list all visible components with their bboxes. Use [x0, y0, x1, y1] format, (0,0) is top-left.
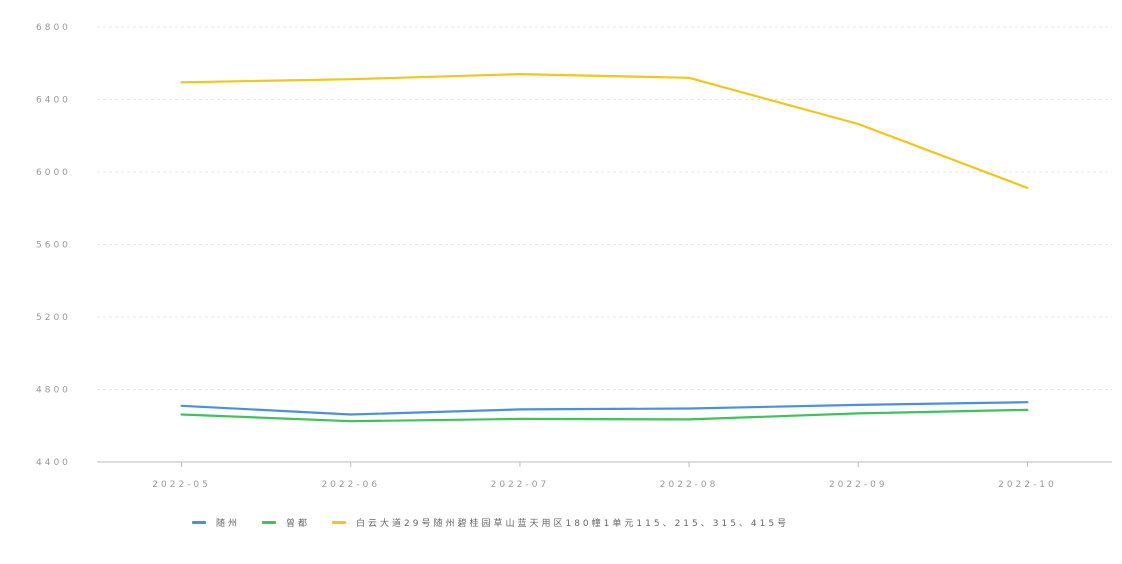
- series-line[interactable]: [180, 72, 1029, 189]
- y-tick-label: 6800: [36, 23, 71, 33]
- y-tick-label: 6400: [36, 96, 71, 106]
- x-tick-label: 2022-08: [660, 480, 719, 490]
- x-tick-label: 2022-07: [491, 480, 550, 490]
- x-tick-label: 2022-06: [321, 480, 380, 490]
- legend-swatch: [192, 521, 206, 524]
- y-tick-label: 4800: [36, 386, 71, 396]
- x-tick-label: 2022-10: [998, 480, 1057, 490]
- legend-swatch: [262, 521, 277, 524]
- grid-lines: [97, 26, 1112, 390]
- legend-swatch: [332, 521, 347, 524]
- axes: 4400 4800 5200 5600 6000 6400 6800 2022-05 2022-…: [36, 23, 1112, 490]
- y-tick-label: 6000: [36, 168, 71, 178]
- legend-item[interactable]: 白云大道29号随州碧桂园草山蓝天用区180幢1单元115、215、315、415…: [332, 516, 789, 529]
- series-lines: [180, 72, 1029, 423]
- legend-label: 随州: [216, 519, 241, 529]
- y-tick-label: 5600: [36, 241, 71, 251]
- legend: 随州 曾都 白云大道29号随州碧桂园草山蓝天用区180幢1单元115、215、315…: [192, 516, 811, 529]
- y-tick-label: 5200: [36, 313, 71, 323]
- legend-label: 曾都: [286, 519, 311, 529]
- x-tick-label: 2022-05: [152, 480, 211, 490]
- legend-item[interactable]: 随州: [192, 516, 240, 529]
- y-tick-label: 4400: [36, 458, 71, 468]
- series-line[interactable]: [180, 401, 1029, 416]
- series-line[interactable]: [180, 408, 1029, 423]
- legend-label: 白云大道29号随州碧桂园草山蓝天用区180幢1单元115、215、315、415…: [356, 519, 790, 529]
- x-tick-label: 2022-09: [829, 480, 888, 490]
- legend-item[interactable]: 曾都: [262, 516, 310, 529]
